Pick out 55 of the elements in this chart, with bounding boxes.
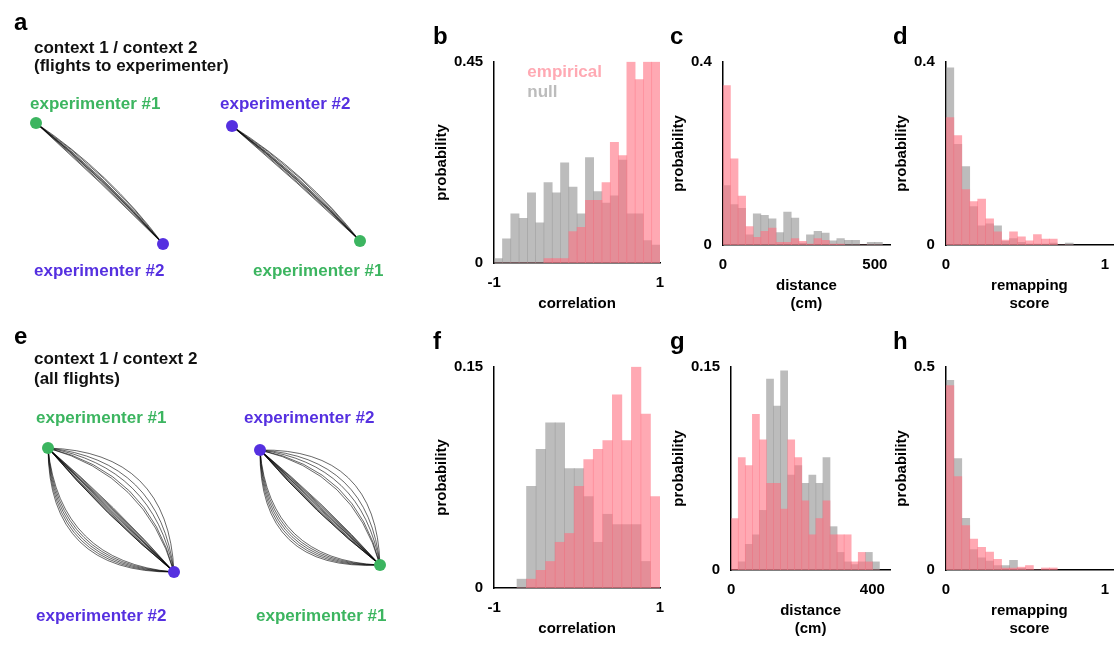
- x-tick-label: -1: [487, 273, 501, 291]
- y-axis-title: probability: [892, 429, 910, 507]
- text: experimenter #2: [34, 261, 165, 281]
- x-axis-title: distance (cm): [780, 601, 842, 637]
- x-tick-label: 0: [727, 580, 736, 598]
- series-label: empirical: [527, 61, 603, 81]
- text: context 1 / context 2: [34, 349, 198, 369]
- y-tick-label: 0: [926, 235, 935, 253]
- text: experimenter #2: [36, 606, 167, 626]
- text: null: [527, 81, 558, 101]
- chart-title: b: [433, 22, 448, 50]
- y-tick-label: 0: [711, 560, 721, 578]
- y-tick-label: 0.5: [913, 356, 935, 374]
- y-axis-title: probability: [432, 438, 450, 516]
- text: experimenter #1: [30, 94, 161, 114]
- y-axis-title: probability: [669, 114, 687, 192]
- text: (all flights): [34, 369, 120, 389]
- x-tick-label: 1: [655, 273, 665, 291]
- y-tick-label: 0.45: [453, 51, 484, 69]
- text: experimenter #1: [36, 408, 167, 428]
- y-tick-label: 0.4: [913, 51, 936, 69]
- y-tick-label: 0: [703, 235, 712, 253]
- x-axis-title: remapping score: [991, 276, 1068, 312]
- x-axis-title: distance (cm): [776, 276, 837, 312]
- x-tick-label: 1: [655, 598, 665, 616]
- y-tick-label: 0.4: [690, 51, 713, 69]
- y-tick-label: 0.15: [690, 356, 721, 374]
- chart-title: f: [433, 327, 442, 355]
- text: experimenter #1: [256, 606, 387, 626]
- text: experimenter #2: [244, 408, 375, 428]
- chart-title: h: [893, 327, 908, 355]
- chart-title: c: [670, 22, 684, 50]
- y-axis-title: probability: [669, 429, 687, 507]
- text: (flights to experimenter): [34, 56, 229, 76]
- x-axis-title: correlation: [538, 619, 616, 637]
- chart-title: d: [893, 22, 908, 50]
- y-axis-title: probability: [892, 114, 910, 192]
- y-tick-label: 0.15: [453, 356, 484, 374]
- x-tick-label: 0: [941, 580, 951, 598]
- y-axis-title: probability: [432, 123, 450, 201]
- y-tick-label: 0: [926, 560, 935, 578]
- x-tick-label: 500: [862, 255, 888, 273]
- x-axis-title: correlation: [538, 294, 616, 312]
- x-tick-label: 1: [1100, 255, 1110, 273]
- text: experimenter #2: [220, 94, 351, 114]
- text: context 1 / context 2: [34, 38, 198, 58]
- text: experimenter #1: [253, 261, 384, 281]
- text: a: [14, 8, 28, 36]
- x-tick-label: -1: [487, 598, 501, 616]
- x-axis-title: remapping score: [991, 601, 1068, 637]
- text: e: [14, 322, 28, 350]
- x-tick-label: 0: [941, 255, 951, 273]
- x-tick-label: 400: [859, 580, 885, 598]
- x-tick-label: 1: [1100, 580, 1110, 598]
- chart-title: g: [670, 327, 685, 355]
